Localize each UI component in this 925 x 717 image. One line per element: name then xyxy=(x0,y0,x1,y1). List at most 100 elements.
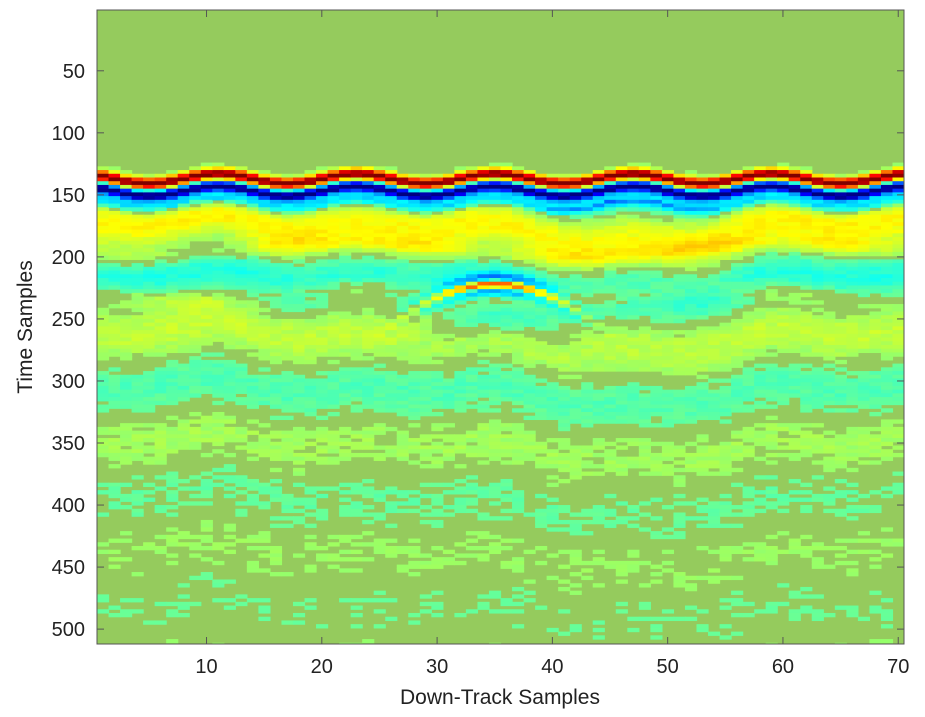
heatmap-cell xyxy=(108,192,121,197)
heatmap-cell xyxy=(546,516,559,521)
heatmap-cell xyxy=(615,233,628,238)
heatmap-cell xyxy=(731,289,744,294)
heatmap-cell xyxy=(235,337,248,342)
heatmap-cell xyxy=(223,341,236,346)
heatmap-cell xyxy=(454,196,467,201)
heatmap-cell xyxy=(166,371,179,376)
heatmap-cell xyxy=(373,452,386,458)
heatmap-cell xyxy=(442,188,455,193)
heatmap-cell xyxy=(431,222,444,227)
heatmap-cell xyxy=(765,207,778,212)
heatmap-cell xyxy=(131,423,144,428)
heatmap-cell xyxy=(177,333,190,339)
heatmap-cell xyxy=(339,378,352,383)
heatmap-cell xyxy=(546,404,559,409)
heatmap-cell xyxy=(258,490,271,495)
heatmap-cell xyxy=(627,348,640,354)
heatmap-cell xyxy=(488,166,502,171)
heatmap-cell xyxy=(292,188,306,193)
heatmap-column xyxy=(373,166,386,629)
heatmap-cell xyxy=(431,218,444,223)
heatmap-cell xyxy=(742,612,755,618)
heatmap-cell xyxy=(327,311,340,316)
heatmap-cell xyxy=(569,229,582,234)
heatmap-cell xyxy=(754,374,767,380)
heatmap-cell xyxy=(788,277,801,283)
heatmap-cell xyxy=(477,274,490,279)
heatmap-cell xyxy=(316,300,329,305)
heatmap-cell xyxy=(581,207,594,212)
heatmap-cell xyxy=(465,545,479,551)
heatmap-cell xyxy=(800,315,813,320)
heatmap-cell xyxy=(604,493,617,499)
heatmap-cell xyxy=(385,389,398,394)
heatmap-cell xyxy=(223,270,236,275)
heatmap-cell xyxy=(811,389,824,394)
heatmap-cell xyxy=(304,196,317,201)
heatmap-cell xyxy=(235,240,248,246)
heatmap-cell xyxy=(465,486,479,491)
heatmap-cell xyxy=(673,475,686,480)
heatmap-cell xyxy=(500,162,513,167)
heatmap-cell xyxy=(535,523,548,528)
heatmap-cell xyxy=(604,248,617,253)
heatmap-cell xyxy=(292,400,306,406)
heatmap-cell xyxy=(408,277,421,283)
heatmap-cell xyxy=(223,177,236,182)
heatmap-cell xyxy=(373,493,386,499)
heatmap-cell xyxy=(731,400,744,406)
heatmap-cell xyxy=(339,222,352,227)
heatmap-cell xyxy=(108,251,121,257)
heatmap-cell xyxy=(304,348,317,354)
heatmap-cell xyxy=(765,430,778,435)
heatmap-cell xyxy=(765,259,778,264)
heatmap-cell xyxy=(177,371,190,376)
heatmap-cell xyxy=(200,237,213,242)
heatmap-cell xyxy=(235,222,248,227)
heatmap-cell xyxy=(465,270,479,275)
heatmap-cell xyxy=(765,237,778,242)
heatmap-cell xyxy=(731,304,744,309)
heatmap-cell xyxy=(638,218,651,223)
heatmap-cell xyxy=(777,330,790,335)
heatmap-cell xyxy=(292,438,306,443)
heatmap-cell xyxy=(569,244,582,249)
heatmap-column xyxy=(408,173,421,625)
heatmap-cell xyxy=(385,192,398,197)
heatmap-cell xyxy=(362,326,375,331)
heatmap-cell xyxy=(292,553,306,558)
heatmap-cell xyxy=(765,363,778,368)
heatmap-cell xyxy=(316,296,329,301)
heatmap-cell xyxy=(627,352,640,357)
heatmap-cell xyxy=(684,393,698,398)
heatmap-cell xyxy=(120,315,133,320)
heatmap-cell xyxy=(108,330,121,335)
heatmap-cell xyxy=(754,222,767,227)
heatmap-cell xyxy=(465,296,479,301)
heatmap-cell xyxy=(708,363,721,368)
heatmap-cell xyxy=(546,497,559,502)
heatmap-cell xyxy=(465,378,479,383)
heatmap-cell xyxy=(592,304,605,309)
heatmap-cell xyxy=(177,501,190,506)
heatmap-cell xyxy=(200,482,213,488)
heatmap-cell xyxy=(742,322,755,327)
heatmap-cell xyxy=(281,430,294,435)
heatmap-cell xyxy=(431,296,444,301)
heatmap-cell xyxy=(246,598,259,603)
heatmap-cell xyxy=(742,237,755,242)
heatmap-cell xyxy=(535,203,548,208)
heatmap-cell xyxy=(396,501,409,506)
heatmap-cell xyxy=(316,486,329,491)
heatmap-cell xyxy=(558,251,571,257)
heatmap-cell xyxy=(615,352,628,357)
heatmap-cell xyxy=(189,382,202,387)
heatmap-cell xyxy=(696,404,709,409)
heatmap-cell xyxy=(719,378,732,383)
heatmap-cell xyxy=(108,557,121,562)
heatmap-cell xyxy=(811,244,824,249)
heatmap-cell xyxy=(292,359,306,365)
heatmap-cell xyxy=(258,348,271,354)
heatmap-cell xyxy=(615,244,628,249)
heatmap-cell xyxy=(350,248,363,253)
